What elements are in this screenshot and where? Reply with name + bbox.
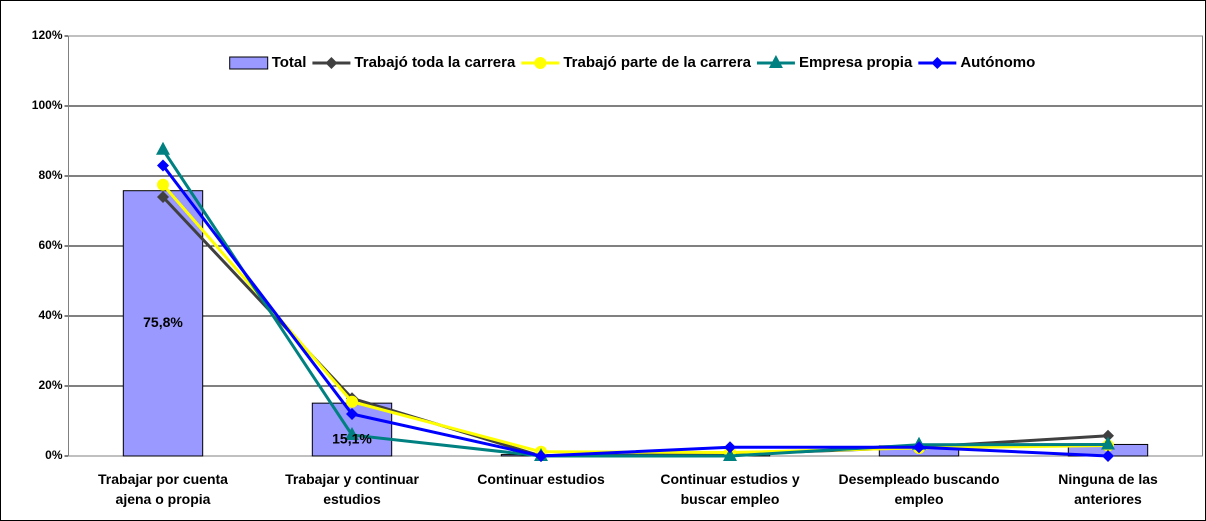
x-tick-label: Continuar estudios	[477, 471, 605, 487]
x-tick-label: Ninguna de las anteriores	[1058, 471, 1158, 507]
bar	[122, 190, 204, 457]
y-tick-label: 40%	[38, 308, 62, 322]
marker	[346, 408, 358, 420]
marker	[157, 178, 169, 191]
y-tick-label: 60%	[38, 238, 62, 252]
marker	[723, 448, 737, 461]
legend-label: Total	[272, 54, 307, 71]
legend-label: Trabajó toda la carrera	[354, 54, 516, 71]
legend-label: Empresa propia	[799, 54, 913, 71]
legend-marker	[931, 57, 944, 69]
legend-marker	[768, 55, 783, 68]
legend: Total Trabajó toda la carrera Trabajó part…	[229, 54, 1035, 71]
line	[161, 148, 1109, 458]
y-tick-label: 120%	[32, 28, 63, 42]
value-label: 75,8%	[143, 314, 183, 330]
marker	[1101, 436, 1115, 450]
legend-label: Autónomo	[960, 54, 1035, 71]
y-tick-label: 20%	[38, 378, 62, 392]
marker	[346, 395, 358, 408]
marker	[157, 159, 169, 172]
x-tick-label: Desempleado buscando empleo	[838, 471, 999, 507]
marker	[1102, 450, 1114, 462]
marker	[156, 141, 170, 155]
marker	[913, 441, 925, 454]
legend-label: Trabajó parte de la carrera	[563, 54, 751, 71]
x-tick-label: Trabajar por cuenta ajena o propia	[98, 471, 228, 507]
marker	[535, 450, 547, 462]
y-tick-label: 100%	[32, 98, 63, 112]
y-tick-label: 0%	[45, 448, 63, 462]
x-tick-label: Continuar estudios y buscar empleo	[660, 471, 799, 507]
line	[161, 164, 1109, 458]
legend-marker	[534, 57, 547, 69]
legend-swatch	[229, 56, 269, 70]
marker	[157, 191, 169, 203]
marker	[345, 427, 359, 440]
y-tick-label: 80%	[38, 168, 62, 182]
value-label: 15,1%	[332, 430, 372, 446]
legend-marker	[325, 57, 338, 69]
x-tick-label: Trabajar y continuar estudios	[285, 471, 419, 507]
marker	[724, 441, 736, 454]
marker	[1102, 429, 1114, 442]
